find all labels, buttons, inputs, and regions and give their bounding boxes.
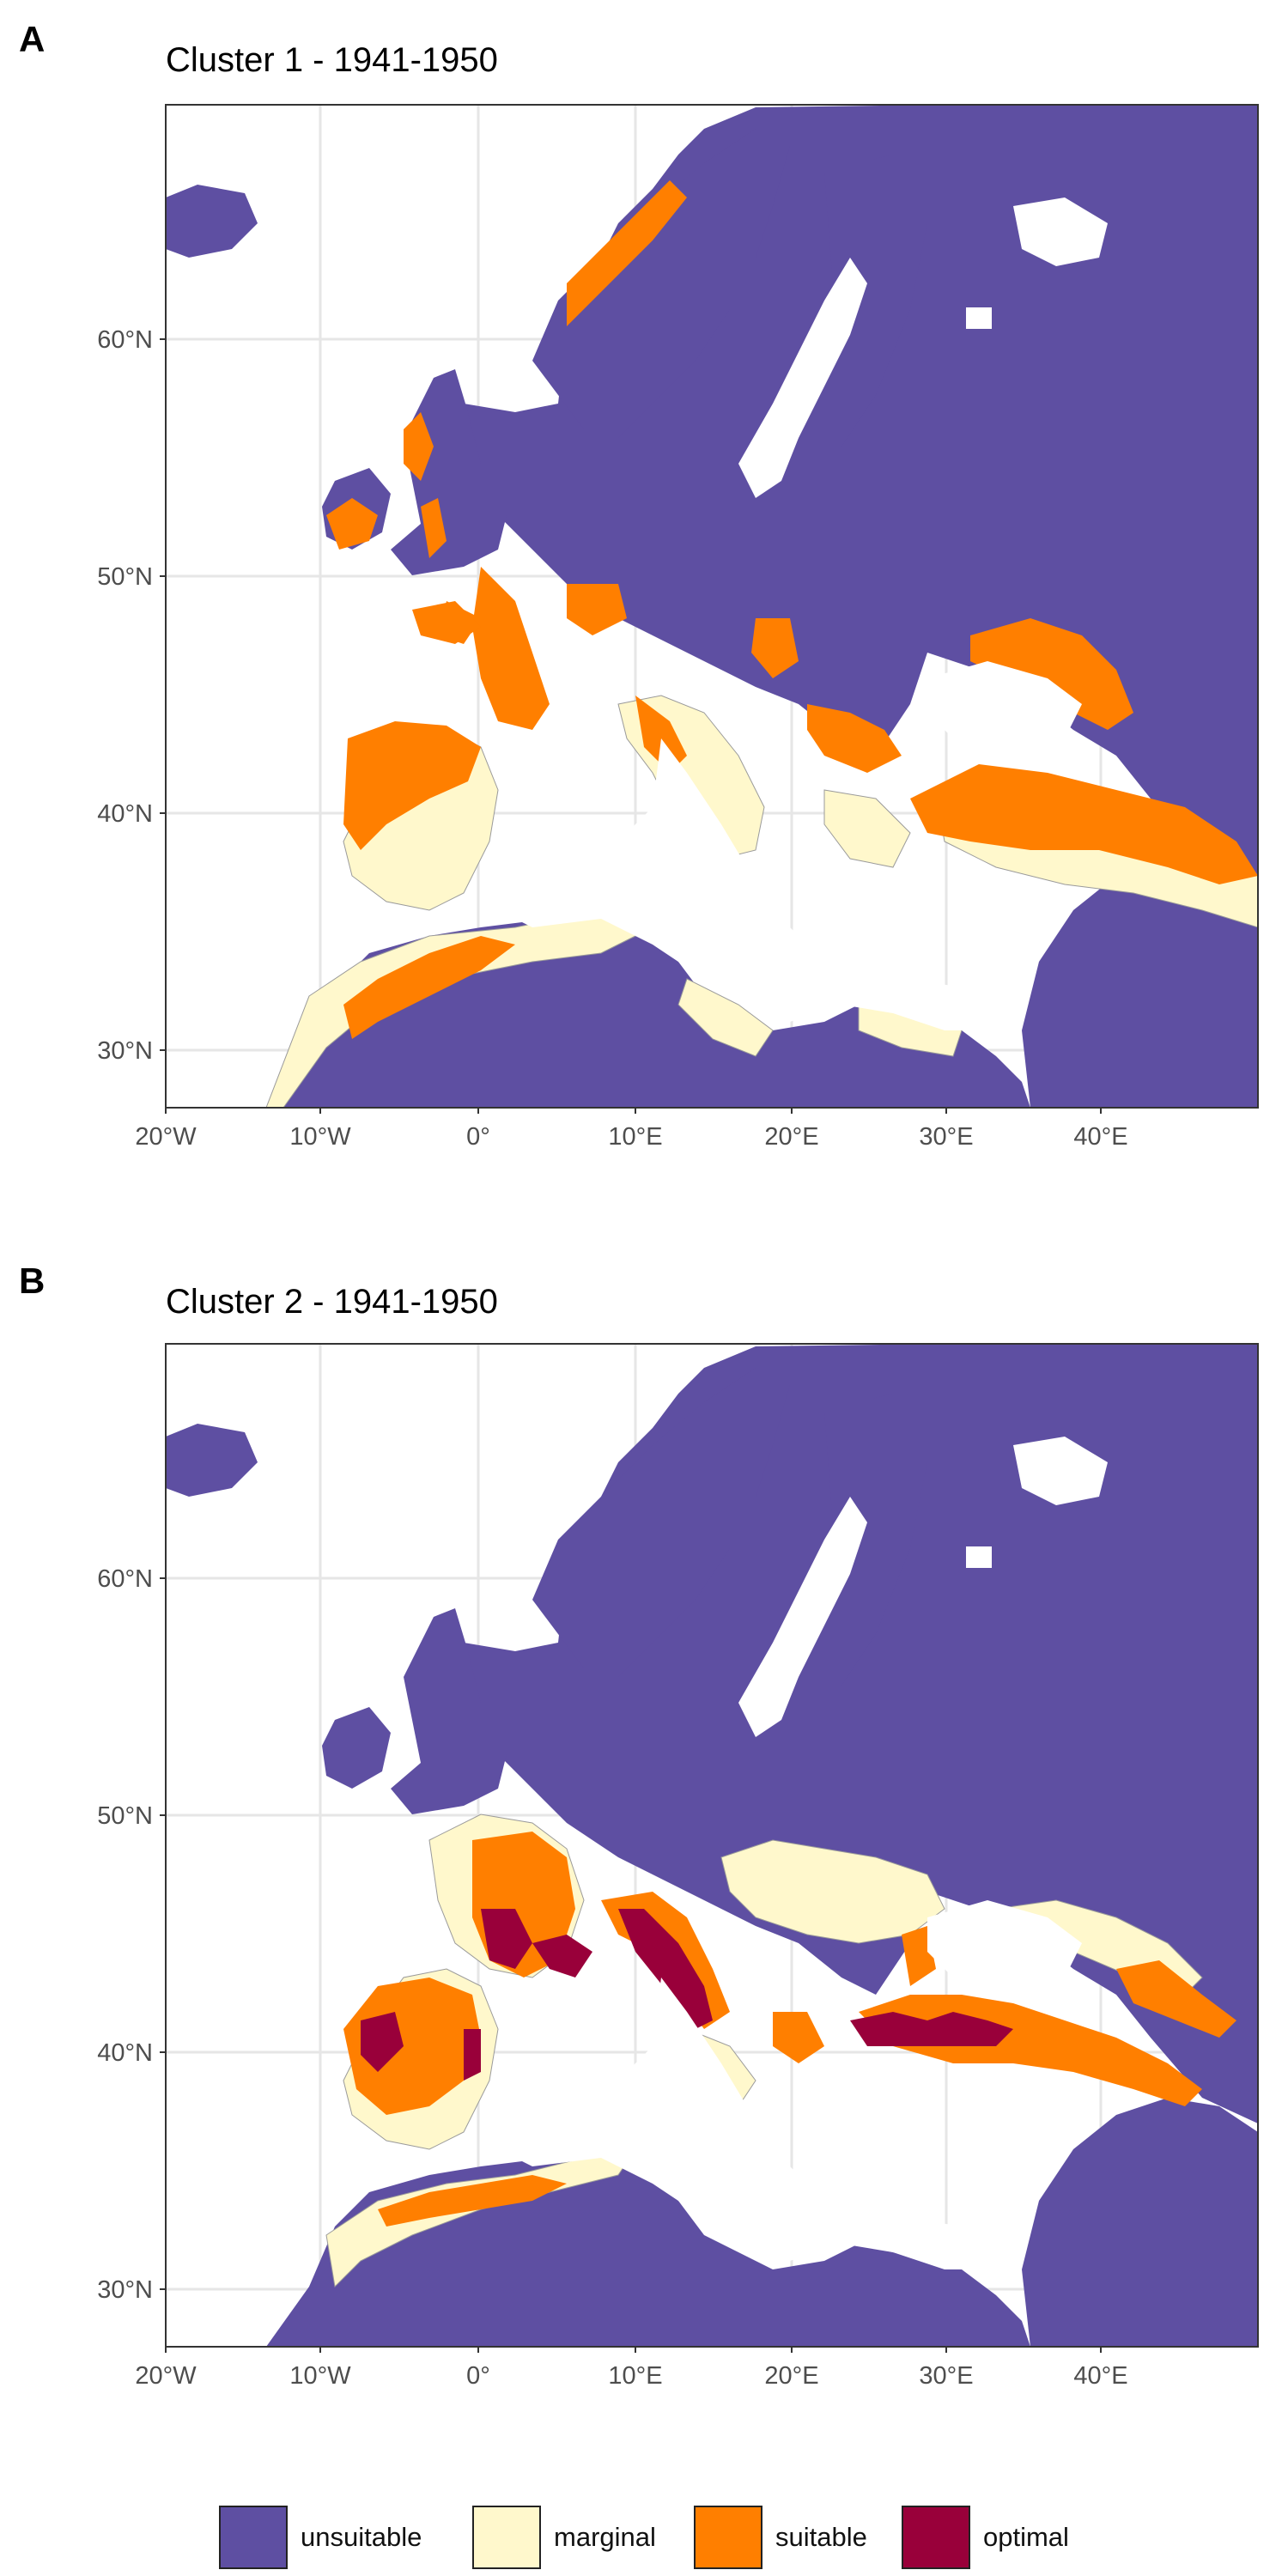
x-tick-label: 10°W bbox=[289, 1123, 351, 1151]
suitability-map: 60°N 50°N 40°N 30°N 20°W 10°W 0° 10°E 20… bbox=[97, 1343, 1259, 2390]
panel-letter: A bbox=[19, 19, 46, 59]
panel-letter: B bbox=[19, 1261, 46, 1301]
y-tick-label: 50°N bbox=[97, 563, 153, 591]
panel-a: A Cluster 1 - 1941-1950 bbox=[0, 0, 1288, 1236]
legend-key bbox=[472, 2506, 541, 2569]
x-tick-label: 10°E bbox=[608, 2362, 662, 2390]
x-tick-label: 20°E bbox=[764, 2362, 818, 2390]
x-tick-label: 40°E bbox=[1073, 2362, 1127, 2390]
optimal-region bbox=[361, 1909, 1013, 2081]
legend-label: optimal bbox=[983, 2522, 1069, 2552]
legend-key bbox=[902, 2506, 970, 2569]
y-tick-label: 40°N bbox=[97, 800, 153, 828]
legend-label: suitable bbox=[775, 2522, 867, 2552]
panel-title: Cluster 2 - 1941-1950 bbox=[166, 1283, 498, 1321]
plot-frame bbox=[165, 1343, 1259, 2348]
y-tick-label: 60°N bbox=[97, 1565, 153, 1593]
x-tick-label: 20°W bbox=[135, 1123, 197, 1151]
x-tick-label: 20°E bbox=[764, 1123, 818, 1151]
legend-key bbox=[694, 2506, 762, 2569]
suitability-map: 60°N 50°N 40°N 30°N 20°W 10°W 0° 10°E 20… bbox=[97, 104, 1259, 1151]
y-axis: 60°N 50°N 40°N 30°N bbox=[97, 1565, 166, 2304]
y-tick-label: 40°N bbox=[97, 2039, 153, 2067]
x-axis: 20°W 10°W 0° 10°E 20°E 30°E 40°E bbox=[135, 2347, 1128, 2390]
y-tick-label: 60°N bbox=[97, 326, 153, 354]
x-tick-label: 10°E bbox=[608, 1123, 662, 1151]
x-tick-label: 40°E bbox=[1073, 1123, 1127, 1151]
y-tick-label: 30°N bbox=[97, 2276, 153, 2304]
y-tick-label: 30°N bbox=[97, 1037, 153, 1065]
map-layers bbox=[166, 1344, 1258, 2347]
x-tick-label: 0° bbox=[466, 1123, 490, 1151]
panel-title: Cluster 1 - 1941-1950 bbox=[166, 41, 498, 79]
panel-b: B Cluster 2 - 1941-1950 bbox=[0, 1245, 1288, 2482]
x-tick-label: 30°E bbox=[919, 2362, 973, 2390]
suitable-region bbox=[326, 180, 1258, 1039]
legend: unsuitable marginal suitable optimal bbox=[0, 2503, 1288, 2572]
x-tick-label: 10°W bbox=[289, 2362, 351, 2390]
legend-label: unsuitable bbox=[301, 2522, 422, 2552]
x-axis: 20°W 10°W 0° 10°E 20°E 30°E 40°E bbox=[135, 1108, 1128, 1151]
y-tick-label: 50°N bbox=[97, 1802, 153, 1830]
water bbox=[498, 197, 1108, 1030]
x-tick-label: 0° bbox=[466, 2362, 490, 2390]
x-tick-label: 30°E bbox=[919, 1123, 973, 1151]
plot-frame bbox=[165, 104, 1259, 1109]
legend-key bbox=[219, 2506, 288, 2569]
map-layers bbox=[166, 105, 1258, 1108]
y-axis: 60°N 50°N 40°N 30°N bbox=[97, 326, 166, 1065]
water bbox=[498, 1437, 1108, 2269]
x-tick-label: 20°W bbox=[135, 2362, 197, 2390]
legend-label: marginal bbox=[554, 2522, 656, 2552]
